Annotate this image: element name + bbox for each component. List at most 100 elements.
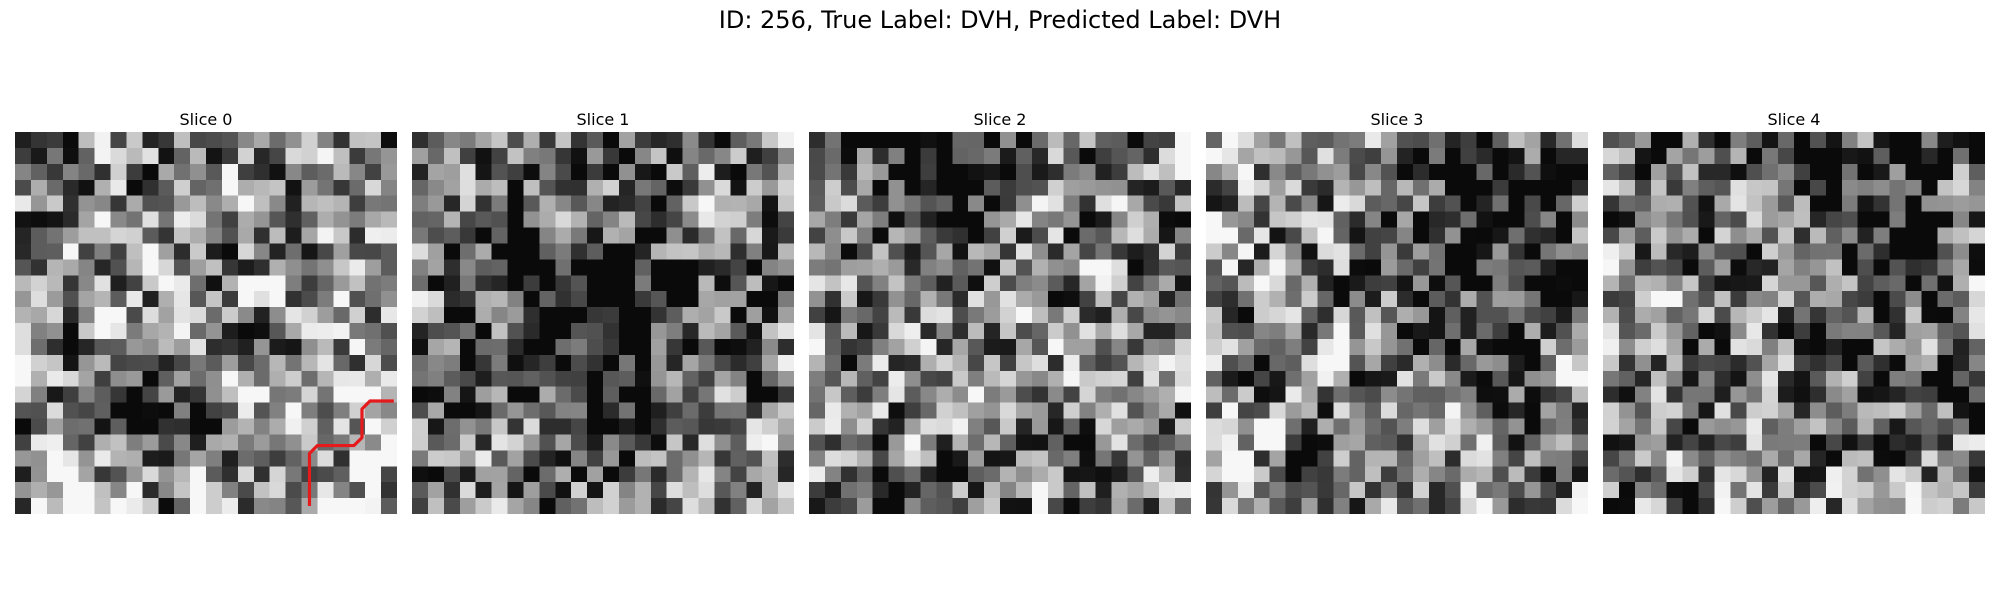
pixel [1618, 418, 1636, 435]
pixel [778, 275, 794, 292]
pixel [872, 163, 889, 181]
pixel [1603, 275, 1620, 292]
pixel [15, 434, 32, 451]
pixel [62, 450, 79, 467]
pixel [1540, 243, 1557, 260]
pixel [1825, 466, 1843, 483]
pixel [285, 179, 302, 196]
pixel [126, 211, 143, 228]
pixel [1143, 466, 1160, 483]
pixel [1428, 370, 1446, 387]
pixel [1253, 402, 1270, 419]
pixel [1953, 498, 1970, 514]
pixel [30, 259, 48, 276]
pixel [1095, 275, 1112, 292]
pixel [1492, 275, 1509, 292]
pixel [1206, 482, 1223, 499]
pixel [1381, 386, 1398, 403]
pixel [507, 370, 524, 387]
pixel [94, 243, 111, 260]
pixel [1206, 275, 1223, 292]
pixel [365, 243, 382, 260]
pixel [920, 450, 937, 467]
pixel [968, 227, 985, 244]
pixel [1603, 291, 1620, 308]
pixel [778, 498, 794, 514]
pixel [1825, 386, 1843, 403]
pixel [1794, 243, 1811, 260]
pixel [1857, 434, 1874, 451]
pixel [1063, 227, 1080, 244]
pixel [1063, 275, 1080, 292]
pixel [62, 354, 79, 372]
pixel [15, 450, 32, 467]
pixel [1159, 195, 1176, 212]
pixel [936, 291, 953, 308]
pixel [253, 482, 270, 499]
pixel [1221, 243, 1239, 260]
pixel [365, 259, 382, 276]
pixel [142, 163, 159, 181]
pixel [984, 275, 1001, 292]
pixel [333, 307, 350, 324]
pixel [1127, 498, 1144, 514]
pixel [1333, 179, 1350, 196]
pixel [427, 227, 445, 244]
pixel [1905, 227, 1922, 244]
pixel [888, 498, 905, 514]
pixel [333, 434, 350, 451]
pixel [1143, 147, 1160, 165]
pixel [1714, 147, 1731, 165]
pixel [190, 402, 207, 419]
pixel [618, 323, 636, 340]
pixel [1301, 195, 1318, 212]
pixel [1889, 243, 1906, 260]
pixel [587, 354, 604, 372]
pixel [1682, 418, 1699, 435]
pixel [936, 132, 953, 149]
pixel [984, 132, 1001, 149]
pixel [301, 275, 318, 292]
pixel [491, 434, 508, 451]
pixel [158, 402, 175, 419]
pixel [523, 434, 540, 451]
pixel [1556, 307, 1573, 324]
pixel [762, 291, 779, 308]
pixel [1381, 498, 1398, 514]
pixel [1079, 243, 1096, 260]
pixel [778, 482, 794, 499]
pixel [1762, 307, 1779, 324]
pixel [15, 179, 32, 196]
pixel [1634, 243, 1652, 260]
pixel [427, 243, 445, 260]
pixel [1762, 275, 1779, 292]
pixel [1095, 243, 1112, 260]
pixel [1428, 275, 1446, 292]
pixel [1397, 418, 1414, 435]
pixel [1746, 291, 1763, 308]
pixel [1143, 450, 1160, 467]
pixel [1698, 434, 1715, 451]
pixel [1603, 227, 1620, 244]
pixel [78, 307, 95, 324]
pixel [1015, 179, 1033, 196]
pixel [349, 338, 366, 356]
pixel [443, 450, 461, 467]
pixel [809, 259, 826, 276]
pixel [952, 275, 969, 292]
pixel [666, 450, 683, 467]
pixel [1857, 323, 1874, 340]
pixel [587, 466, 604, 483]
pixel [809, 370, 826, 387]
pixel [1127, 307, 1144, 324]
pixel [1889, 275, 1906, 292]
pixel [1809, 370, 1827, 387]
pixel [269, 243, 286, 260]
pixel [1524, 434, 1541, 451]
pixel [1111, 227, 1128, 244]
pixel [94, 386, 111, 403]
pixel [762, 132, 779, 149]
pixel [1397, 291, 1414, 308]
pixel [1015, 354, 1033, 372]
pixel [174, 132, 191, 149]
